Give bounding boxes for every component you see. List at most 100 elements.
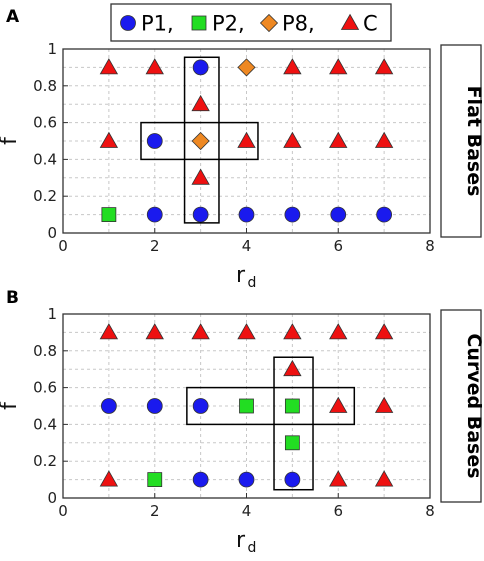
- legend-label-p1: P1,: [141, 12, 174, 36]
- point-c: [329, 470, 348, 487]
- point-c: [191, 168, 210, 185]
- series-p2: [101, 207, 117, 223]
- legend-marker-p1: [120, 15, 136, 31]
- point-c: [374, 323, 394, 340]
- point-p1: [192, 398, 209, 414]
- point-c: [329, 58, 348, 75]
- point-p1: [238, 206, 255, 223]
- series-p1: [100, 398, 301, 488]
- x-axis-label: r: [236, 263, 246, 288]
- highlight-box: [140, 121, 259, 161]
- point-c: [283, 359, 302, 377]
- y-tick-label: 0.6: [33, 379, 57, 397]
- side-title-a: Flat Bases: [463, 86, 484, 197]
- point-p1: [284, 206, 301, 223]
- panel-letter-a: A: [6, 7, 20, 27]
- point-p1: [192, 59, 209, 76]
- point-p2: [101, 207, 117, 223]
- y-axis-label: f: [0, 136, 22, 145]
- point-c: [191, 94, 210, 112]
- y-tick-label: 0.2: [33, 187, 57, 205]
- series-c: [99, 58, 394, 185]
- point-p2: [239, 398, 254, 414]
- point-c: [283, 131, 302, 148]
- point-c: [329, 131, 348, 148]
- panel-a: 0 2 4 6 8 0 0.2 0.4 0.6 0.8 1 rd f Flat Bases: [0, 40, 484, 291]
- legend-marker-c: [340, 13, 360, 30]
- point-p1: [284, 471, 301, 488]
- x-axis-label-subscript: d: [248, 540, 257, 556]
- point-c: [374, 396, 394, 413]
- x-axis-label-subscript: d: [248, 275, 257, 291]
- legend-marker-p2: [191, 15, 207, 31]
- x-tick-label: 8: [425, 237, 435, 255]
- point-c: [145, 58, 164, 75]
- point-p1: [146, 133, 163, 149]
- panel-letter-b: B: [6, 288, 19, 308]
- highlight-box: [273, 356, 314, 491]
- series-p8: [191, 58, 256, 151]
- point-p1: [238, 471, 255, 488]
- point-p2: [147, 472, 163, 488]
- point-p1: [376, 206, 393, 223]
- legend: P1, P2, P8, C: [110, 3, 392, 42]
- point-p1: [192, 206, 209, 223]
- side-title-box-b: [440, 309, 482, 503]
- y-axis-label: f: [0, 401, 22, 410]
- point-p1: [330, 206, 347, 223]
- point-c: [237, 131, 256, 148]
- point-p1: [100, 398, 117, 414]
- point-p1: [146, 398, 163, 414]
- highlight-box: [183, 56, 220, 224]
- point-p8: [237, 58, 256, 77]
- y-tick-label: 0.8: [33, 77, 57, 95]
- legend-label-p8: P8,: [282, 12, 315, 36]
- legend-marker-p8: [259, 13, 279, 33]
- point-c: [283, 58, 302, 75]
- side-title-box-a: [440, 44, 482, 238]
- legend-label-c: C: [363, 12, 378, 36]
- highlight-box: [186, 386, 356, 426]
- point-c: [191, 323, 210, 340]
- y-tick-label: 0: [47, 489, 57, 507]
- point-c: [145, 323, 164, 340]
- point-p2: [284, 435, 300, 451]
- point-c: [283, 323, 302, 340]
- point-p1: [192, 471, 209, 488]
- point-p8: [191, 131, 210, 151]
- legend-label-p2: P2,: [212, 12, 245, 36]
- x-tick-label: 6: [333, 237, 343, 255]
- point-c: [237, 323, 256, 340]
- x-tick-label: 2: [150, 502, 160, 520]
- point-c: [99, 470, 119, 487]
- y-tick-label: 0.8: [33, 342, 57, 360]
- x-tick-label: 2: [150, 237, 160, 255]
- legend-frame: [110, 3, 392, 42]
- point-c: [329, 323, 348, 340]
- point-c: [99, 323, 119, 340]
- point-c: [99, 58, 119, 75]
- point-p1: [146, 206, 163, 223]
- series-p1: [146, 59, 393, 223]
- y-tick-label: 0.4: [33, 415, 57, 433]
- panel-b: 0 2 4 6 8 0 0.2 0.4 0.6 0.8 1 rd f Curved Bases: [0, 305, 484, 556]
- x-tick-label: 4: [242, 237, 252, 255]
- x-axis-label: r: [236, 528, 246, 553]
- x-tick-label: 8: [425, 502, 435, 520]
- x-tick-label: 6: [333, 502, 343, 520]
- point-c: [99, 131, 119, 148]
- y-tick-label: 0.2: [33, 452, 57, 470]
- series-p2: [147, 398, 300, 488]
- y-tick-label: 0.4: [33, 150, 57, 168]
- y-tick-label: 0: [47, 224, 57, 242]
- point-c: [374, 470, 394, 487]
- point-p2: [284, 398, 300, 414]
- point-c: [374, 58, 394, 75]
- point-c: [374, 131, 394, 148]
- point-c: [329, 396, 348, 413]
- x-tick-label: 0: [58, 237, 68, 255]
- x-tick-label: 4: [242, 502, 252, 520]
- x-tick-label: 0: [58, 502, 68, 520]
- side-title-b: Curved Bases: [463, 333, 484, 478]
- y-tick-label: 1: [47, 305, 57, 323]
